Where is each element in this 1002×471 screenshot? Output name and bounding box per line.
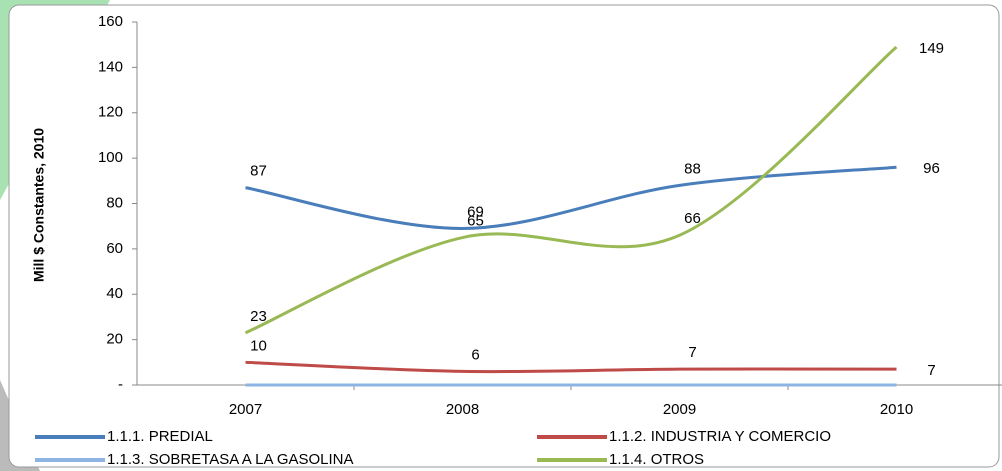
line <box>245 360 897 374</box>
y-tick-label: 20 <box>106 331 123 348</box>
y-tick-label: 100 <box>98 149 123 166</box>
y-tick-label: 140 <box>98 58 123 75</box>
data-label: 6 <box>471 346 479 363</box>
y-tick-label: - <box>118 376 123 393</box>
x-tick-label: 2007 <box>229 401 262 418</box>
y-axis-title: Mill $ Constantes, 2010 <box>31 128 47 282</box>
data-label: 96 <box>923 160 940 177</box>
data-label: 69 <box>467 203 484 220</box>
chart-frame <box>8 4 1000 468</box>
y-tick-label: 60 <box>106 240 123 257</box>
line <box>244 45 898 335</box>
data-label: 7 <box>688 344 696 361</box>
x-tick-label: 2010 <box>880 401 913 418</box>
x-tick-label: 2008 <box>446 401 479 418</box>
legend-label: 1.1.1. PREDIAL <box>107 428 213 445</box>
data-label: 65 <box>467 213 484 230</box>
y-tick-label: 120 <box>98 104 123 121</box>
x-tick-label: 2009 <box>663 401 696 418</box>
y-tick-label: 80 <box>106 194 123 211</box>
data-label: 88 <box>684 160 701 177</box>
data-label: 23 <box>250 308 267 325</box>
legend-label: 1.1.3. SOBRETASA A LA GASOLINA <box>107 451 354 468</box>
y-tick-label: 40 <box>106 285 123 302</box>
data-label: 66 <box>684 210 701 227</box>
line <box>245 165 897 230</box>
data-label: 7 <box>927 362 935 379</box>
legend-label: 1.1.4. OTROS <box>609 451 704 468</box>
y-tick-label: 160 <box>98 13 123 30</box>
data-label: 87 <box>250 163 267 180</box>
data-label: 10 <box>250 337 267 354</box>
legend-label: 1.1.2. INDUSTRIA Y COMERCIO <box>609 428 831 445</box>
data-label: 149 <box>919 40 944 57</box>
